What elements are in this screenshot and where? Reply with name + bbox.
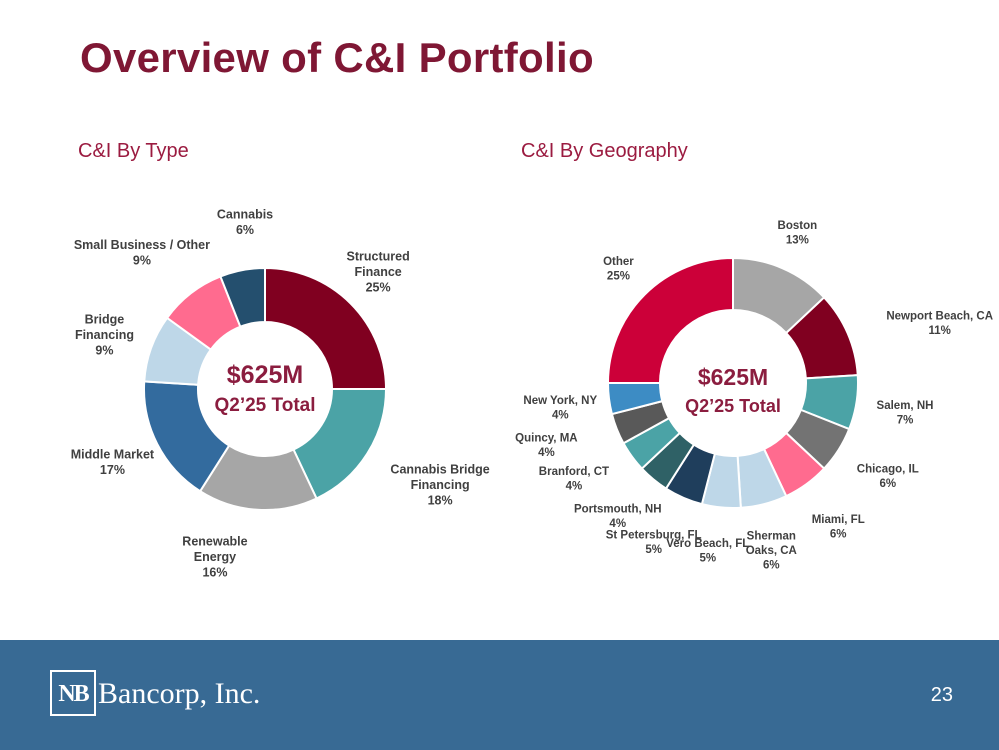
logo-mark: NB	[50, 670, 96, 716]
label-salem-nh: Salem, NH 7%	[877, 400, 934, 427]
label-vero-beach-fl: Vero Beach, FL 5%	[666, 538, 749, 565]
label-cannabis-bridge-financing: Cannabis Bridge Financing 18%	[390, 463, 489, 508]
slice-structured-finance	[264, 266, 388, 390]
label-renewable-energy: Renewable Energy 16%	[182, 535, 247, 580]
value-small-business-other: 9%	[133, 254, 151, 268]
value-cannabis-bridge-financing: 18%	[428, 494, 453, 508]
value-vero-beach-fl: 5%	[699, 553, 716, 565]
logo-text: Bancorp, Inc.	[98, 677, 261, 710]
value-branford-ct: 4%	[566, 480, 583, 492]
label-line: Newport Beach, CA	[886, 310, 993, 322]
label-line: Financing	[411, 478, 470, 492]
label-line: Quincy, MA	[515, 432, 577, 444]
label-line: Portsmouth, NH	[574, 504, 662, 516]
label-line: Small Business / Other	[74, 238, 210, 252]
label-other: Other 25%	[603, 256, 634, 283]
value-bridge-financing: 9%	[95, 344, 113, 358]
label-line: Middle Market	[71, 447, 155, 461]
value-other: 25%	[607, 271, 630, 283]
label-line: Energy	[194, 550, 236, 564]
label-sherman-oaks-ca: Sherman Oaks, CA 6%	[746, 530, 797, 571]
label-line: Cannabis Bridge	[390, 463, 489, 477]
label-miami-fl: Miami, FL 6%	[812, 514, 865, 541]
value-boston: 13%	[786, 235, 809, 247]
value-portsmouth-nh: 4%	[609, 518, 626, 530]
chart-title-by-type: C&I By Type	[78, 140, 189, 162]
label-line: Branford, CT	[539, 466, 609, 478]
value-newport-beach-ca: 11%	[928, 325, 950, 337]
value-chicago-il: 6%	[879, 478, 896, 490]
label-line: Oaks, CA	[746, 545, 797, 557]
label-new-york-ny: New York, NY 4%	[523, 395, 597, 422]
donut-charts: Structured Finance 25%Cannabis Bridge Finan…	[71, 207, 993, 579]
center-total-label: Q2’25 Total	[685, 396, 781, 416]
slice-other	[606, 256, 734, 384]
label-middle-market: Middle Market 17%	[71, 447, 155, 477]
label-line: Bridge	[85, 313, 125, 327]
label-small-business-other: Small Business / Other 9%	[74, 238, 210, 268]
label-line: Vero Beach, FL	[666, 538, 749, 550]
label-line: Financing	[75, 328, 134, 342]
footer-bar: NB Bancorp, Inc. 23	[0, 640, 999, 750]
label-quincy-ma: Quincy, MA 4%	[515, 432, 577, 459]
label-branford-ct: Branford, CT 4%	[539, 466, 609, 493]
label-line: Other	[603, 256, 634, 268]
center-total-value: $625M	[698, 364, 768, 390]
label-line: Renewable	[182, 535, 247, 549]
page-number: 23	[930, 684, 953, 706]
donut-chart-by-geography: Boston 13% Newport Beach, CA 11% Salem, NH 7%…	[515, 220, 993, 571]
value-sherman-oaks-ca: 6%	[763, 559, 780, 571]
value-structured-finance: 25%	[366, 281, 391, 295]
value-salem-nh: 7%	[897, 415, 914, 427]
label-structured-finance: Structured Finance 25%	[347, 250, 410, 295]
page-title: Overview of C&I Portfolio	[80, 34, 594, 81]
value-st-petersburg-fl: 5%	[645, 544, 662, 556]
center-total-label: Q2’25 Total	[214, 395, 315, 416]
label-line: Boston	[778, 220, 818, 232]
label-boston: Boston 13%	[778, 220, 818, 247]
value-middle-market: 17%	[100, 463, 125, 477]
label-line: New York, NY	[523, 395, 597, 407]
label-line: Chicago, IL	[857, 464, 919, 476]
label-bridge-financing: Bridge Financing 9%	[75, 313, 134, 358]
label-line: Cannabis	[217, 207, 273, 221]
chart-title-by-geography: C&I By Geography	[521, 140, 688, 162]
value-renewable-energy: 16%	[202, 566, 227, 580]
label-st-petersburg-fl: St Petersburg, FL 5%	[606, 529, 702, 556]
label-cannabis: Cannabis 6%	[217, 207, 273, 237]
label-line: Structured	[347, 250, 410, 264]
label-line: Miami, FL	[812, 514, 865, 526]
value-quincy-ma: 4%	[538, 447, 555, 459]
label-newport-beach-ca: Newport Beach, CA 11%	[886, 310, 993, 337]
value-new-york-ny: 4%	[552, 410, 569, 422]
donut-chart-by-type: Structured Finance 25%Cannabis Bridge Finan…	[71, 207, 490, 579]
slice-cannabis	[219, 266, 266, 329]
label-line: Salem, NH	[877, 400, 934, 412]
center-total-value: $625M	[227, 361, 303, 389]
value-cannabis: 6%	[236, 223, 254, 237]
value-miami-fl: 6%	[830, 528, 847, 540]
label-line: Sherman	[747, 530, 796, 542]
label-chicago-il: Chicago, IL 6%	[857, 464, 919, 491]
label-line: Finance	[355, 265, 402, 279]
label-portsmouth-nh: Portsmouth, NH 4%	[574, 504, 662, 531]
label-line: St Petersburg, FL	[606, 529, 702, 541]
